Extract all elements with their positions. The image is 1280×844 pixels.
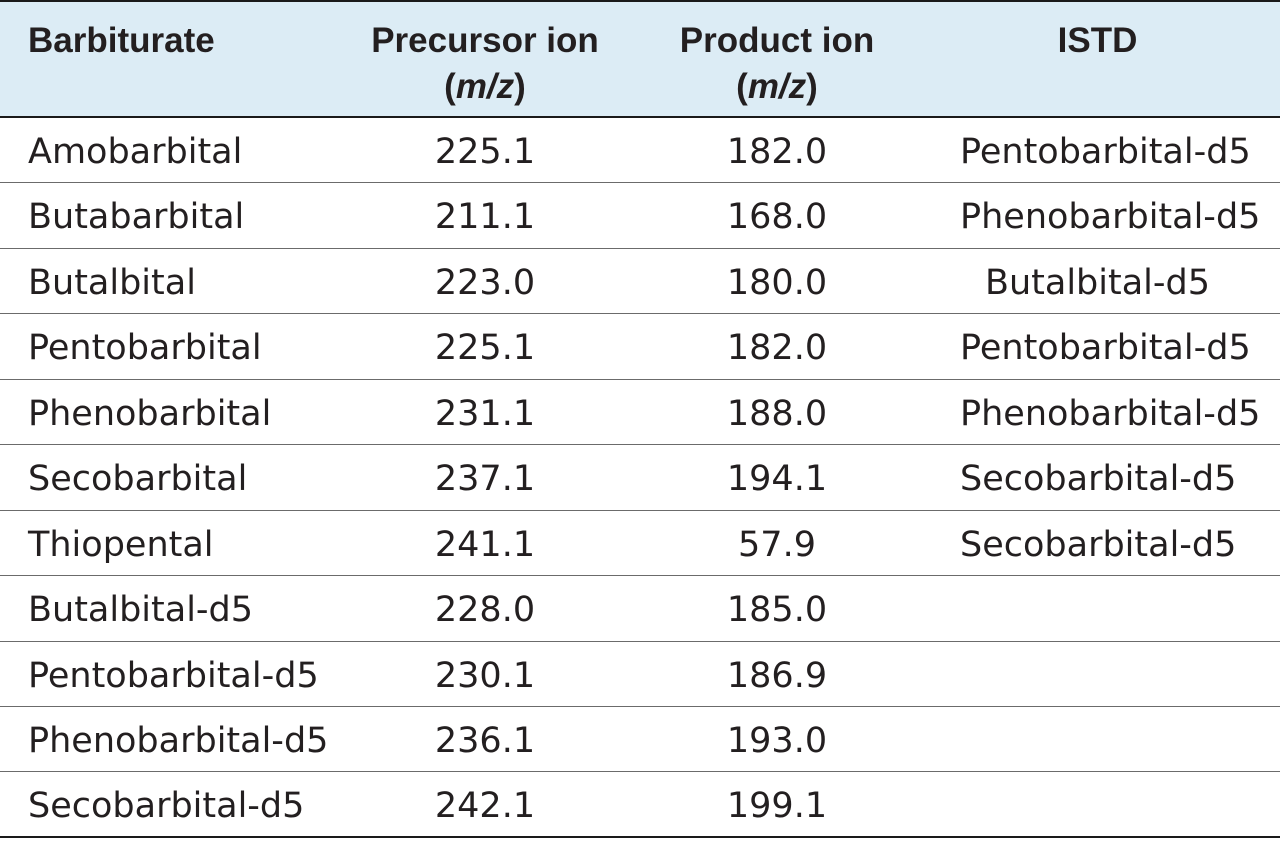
- cell-barbiturate: Secobarbital: [28, 459, 248, 500]
- cell-product: 57.9: [738, 524, 816, 565]
- table-row: Butalbital-d5 228.0 185.0: [0, 576, 1280, 642]
- cell-barbiturate: Thiopental: [28, 524, 214, 565]
- table-row: Pentobarbital 225.1 182.0 Pentobarbital-…: [0, 314, 1280, 380]
- cell-barbiturate: Butabarbital: [28, 197, 245, 238]
- cell-precursor: 230.1: [434, 655, 536, 696]
- cell-product: 182.0: [726, 328, 828, 369]
- cell-barbiturate: Phenobarbital: [28, 393, 272, 434]
- table-header: Barbiturate Precursor ion (m/z) Product …: [0, 0, 1280, 118]
- cell-precursor: 236.1: [434, 720, 536, 761]
- cell-precursor: 231.1: [434, 393, 536, 434]
- cell-barbiturate: Amobarbital: [28, 132, 243, 172]
- cell-precursor: 242.1: [434, 786, 536, 827]
- cell-precursor: 223.0: [434, 262, 536, 303]
- header-barbiturate-label: Barbiturate: [28, 21, 215, 60]
- table-row: Phenobarbital-d5 236.1 193.0: [0, 707, 1280, 773]
- header-istd: ISTD: [960, 18, 1235, 64]
- header-precursor-unit: m/z: [455, 67, 515, 106]
- cell-product: 188.0: [726, 393, 828, 434]
- header-product-label: Product ion: [679, 21, 875, 60]
- cell-product: 199.1: [726, 786, 828, 827]
- cell-barbiturate: Phenobarbital-d5: [28, 720, 329, 761]
- cell-barbiturate: Secobarbital-d5: [28, 786, 305, 827]
- cell-istd: Phenobarbital-d5: [960, 393, 1261, 434]
- header-barbiturate: Barbiturate: [28, 18, 215, 64]
- cell-istd: Secobarbital-d5: [960, 459, 1237, 500]
- table-row: Amobarbital 225.1 182.0 Pentobarbital-d5: [0, 118, 1280, 184]
- cell-precursor: 237.1: [434, 459, 536, 500]
- cell-product: 185.0: [726, 590, 828, 631]
- table-row: Pentobarbital-d5 230.1 186.9: [0, 642, 1280, 707]
- cell-istd: Butalbital-d5: [984, 262, 1211, 303]
- cell-istd: [960, 576, 1235, 640]
- table-row: Butalbital 223.0 180.0 Butalbital-d5: [0, 249, 1280, 315]
- table-body: Amobarbital 225.1 182.0 Pentobarbital-d5…: [0, 118, 1280, 838]
- table-row: Phenobarbital 231.1 188.0 Phenobarbital-…: [0, 380, 1280, 446]
- header-precursor-unit-line: (m/z): [340, 64, 630, 110]
- header-product-unit-line: (m/z): [632, 64, 922, 110]
- cell-product: 182.0: [726, 132, 828, 172]
- cell-istd: [960, 772, 1235, 836]
- cell-precursor: 225.1: [434, 132, 536, 172]
- header-precursor-label: Precursor ion: [371, 21, 599, 60]
- paren-close: ): [514, 67, 526, 106]
- cell-product: 194.1: [726, 459, 828, 500]
- cell-product: 180.0: [726, 262, 828, 303]
- table-row: Secobarbital 237.1 194.1 Secobarbital-d5: [0, 445, 1280, 511]
- cell-istd: Phenobarbital-d5: [960, 197, 1261, 238]
- paren-open: (: [736, 67, 748, 106]
- cell-istd: Pentobarbital-d5: [960, 132, 1251, 172]
- cell-product: 186.9: [726, 655, 828, 696]
- cell-istd: [960, 707, 1235, 771]
- cell-barbiturate: Butalbital-d5: [28, 590, 254, 631]
- cell-precursor: 241.1: [434, 524, 536, 565]
- header-istd-label: ISTD: [1057, 21, 1138, 60]
- cell-precursor: 225.1: [434, 328, 536, 369]
- header-product-ion: Product ion (m/z): [632, 18, 922, 110]
- table-row: Thiopental 241.1 57.9 Secobarbital-d5: [0, 511, 1280, 577]
- cell-product: 168.0: [726, 197, 828, 238]
- paren-close: ): [806, 67, 818, 106]
- cell-precursor: 228.0: [434, 590, 536, 631]
- cell-barbiturate: Pentobarbital-d5: [28, 655, 319, 696]
- header-product-unit: m/z: [747, 67, 807, 106]
- table-row: Butabarbital 211.1 168.0 Phenobarbital-d…: [0, 183, 1280, 249]
- cell-barbiturate: Pentobarbital: [28, 328, 262, 369]
- table-row: Secobarbital-d5 242.1 199.1: [0, 772, 1280, 838]
- cell-precursor: 211.1: [434, 197, 536, 238]
- cell-istd: [960, 642, 1235, 706]
- header-precursor-ion: Precursor ion (m/z): [340, 18, 630, 110]
- cell-barbiturate: Butalbital: [28, 262, 196, 303]
- cell-istd: Pentobarbital-d5: [960, 328, 1251, 369]
- cell-istd: Secobarbital-d5: [960, 524, 1237, 565]
- paren-open: (: [444, 67, 456, 106]
- cell-product: 193.0: [726, 720, 828, 761]
